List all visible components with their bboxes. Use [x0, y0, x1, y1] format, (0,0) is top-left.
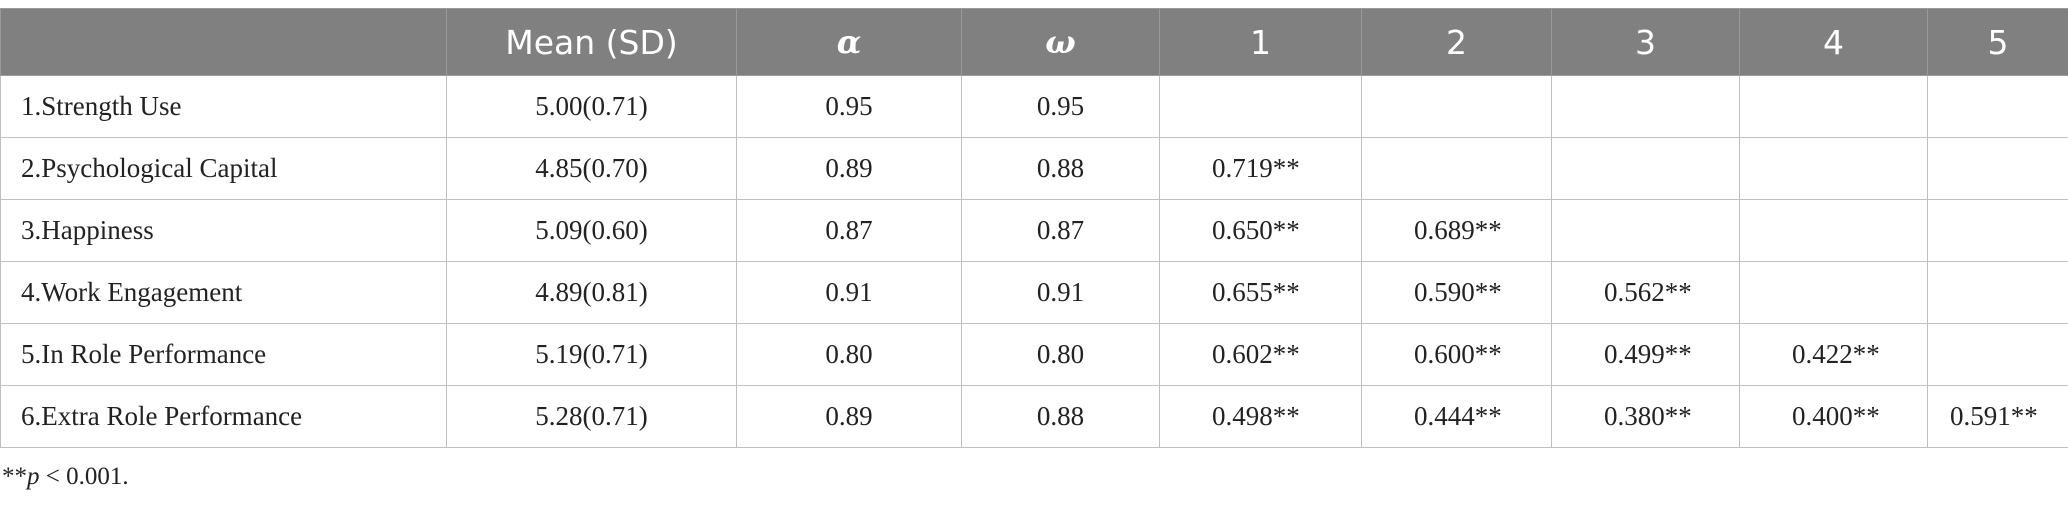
table-row: 1.Strength Use 5.00(0.71) 0.95 0.95 — [0, 75, 2068, 138]
corr-cell-1: 0.655** — [1159, 261, 1362, 324]
corr-cell-4: 0.422** — [1739, 323, 1928, 386]
corr-cell-1 — [1159, 75, 1362, 138]
corr-cell-2: 0.444** — [1361, 385, 1552, 448]
row-label: 6.Extra Role Performance — [0, 385, 447, 448]
corr-cell-4 — [1739, 137, 1928, 200]
table-row: 5.In Role Performance 5.19(0.71) 0.80 0.… — [0, 323, 2068, 386]
table-row: 6.Extra Role Performance 5.28(0.71) 0.89… — [0, 385, 2068, 448]
mean-sd-cell: 4.89(0.81) — [446, 261, 737, 324]
corr-cell-5 — [1927, 75, 2068, 138]
corr-cell-5 — [1927, 261, 2068, 324]
row-label: 1.Strength Use — [0, 75, 447, 138]
table-footnote: **p < 0.001. — [2, 463, 129, 491]
omega-cell: 0.88 — [961, 385, 1160, 448]
corr-cell-1: 0.602** — [1159, 323, 1362, 386]
corr-cell-3: 0.562** — [1551, 261, 1740, 324]
corr-cell-1: 0.650** — [1159, 199, 1362, 262]
corr-cell-4 — [1739, 199, 1928, 262]
header-cell-5: 5 — [1927, 8, 2068, 76]
corr-cell-3: 0.499** — [1551, 323, 1740, 386]
alpha-cell: 0.91 — [736, 261, 962, 324]
header-cell-omega: ω — [961, 8, 1160, 76]
corr-cell-2 — [1361, 75, 1552, 138]
header-cell-alpha: α — [736, 8, 962, 76]
header-cell-3: 3 — [1551, 8, 1740, 76]
mean-sd-cell: 5.19(0.71) — [446, 323, 737, 386]
row-label: 5.In Role Performance — [0, 323, 447, 386]
mean-sd-cell: 5.09(0.60) — [446, 199, 737, 262]
corr-cell-2: 0.590** — [1361, 261, 1552, 324]
omega-cell: 0.95 — [961, 75, 1160, 138]
mean-sd-cell: 5.00(0.71) — [446, 75, 737, 138]
corr-cell-5 — [1927, 199, 2068, 262]
row-label: 3.Happiness — [0, 199, 447, 262]
corr-cell-2 — [1361, 137, 1552, 200]
corr-cell-2: 0.689** — [1361, 199, 1552, 262]
table-row: 2.Psychological Capital 4.85(0.70) 0.89 … — [0, 137, 2068, 200]
footnote-text: < 0.001. — [39, 463, 129, 490]
corr-cell-3: 0.380** — [1551, 385, 1740, 448]
alpha-cell: 0.89 — [736, 385, 962, 448]
mean-sd-cell: 5.28(0.71) — [446, 385, 737, 448]
row-label: 2.Psychological Capital — [0, 137, 447, 200]
header-cell-1: 1 — [1159, 8, 1362, 76]
header-cell-mean-sd: Mean (SD) — [446, 8, 737, 76]
corr-cell-3 — [1551, 75, 1740, 138]
corr-cell-5: 0.591** — [1927, 385, 2068, 448]
corr-cell-2: 0.600** — [1361, 323, 1552, 386]
table-row: 3.Happiness 5.09(0.60) 0.87 0.87 0.650**… — [0, 199, 2068, 262]
alpha-cell: 0.95 — [736, 75, 962, 138]
corr-cell-4 — [1739, 261, 1928, 324]
corr-cell-5 — [1927, 137, 2068, 200]
correlation-table: Mean (SD) α ω 1 2 3 4 5 1.Strength Use 5… — [0, 8, 2068, 448]
corr-cell-3 — [1551, 199, 1740, 262]
omega-cell: 0.88 — [961, 137, 1160, 200]
header-cell-2: 2 — [1361, 8, 1552, 76]
table-header-row: Mean (SD) α ω 1 2 3 4 5 — [0, 8, 2068, 76]
corr-cell-3 — [1551, 137, 1740, 200]
mean-sd-cell: 4.85(0.70) — [446, 137, 737, 200]
corr-cell-5 — [1927, 323, 2068, 386]
header-cell-4: 4 — [1739, 8, 1928, 76]
omega-cell: 0.91 — [961, 261, 1160, 324]
corr-cell-4 — [1739, 75, 1928, 138]
corr-cell-1: 0.498** — [1159, 385, 1362, 448]
header-cell-variable — [0, 8, 447, 76]
omega-cell: 0.87 — [961, 199, 1160, 262]
alpha-cell: 0.87 — [736, 199, 962, 262]
correlation-table-container: Mean (SD) α ω 1 2 3 4 5 1.Strength Use 5… — [0, 8, 2068, 448]
corr-cell-4: 0.400** — [1739, 385, 1928, 448]
footnote-p: p — [27, 463, 40, 490]
row-label: 4.Work Engagement — [0, 261, 447, 324]
omega-cell: 0.80 — [961, 323, 1160, 386]
alpha-cell: 0.89 — [736, 137, 962, 200]
table-row: 4.Work Engagement 4.89(0.81) 0.91 0.91 0… — [0, 261, 2068, 324]
corr-cell-1: 0.719** — [1159, 137, 1362, 200]
alpha-cell: 0.80 — [736, 323, 962, 386]
footnote-stars: ** — [2, 463, 27, 490]
